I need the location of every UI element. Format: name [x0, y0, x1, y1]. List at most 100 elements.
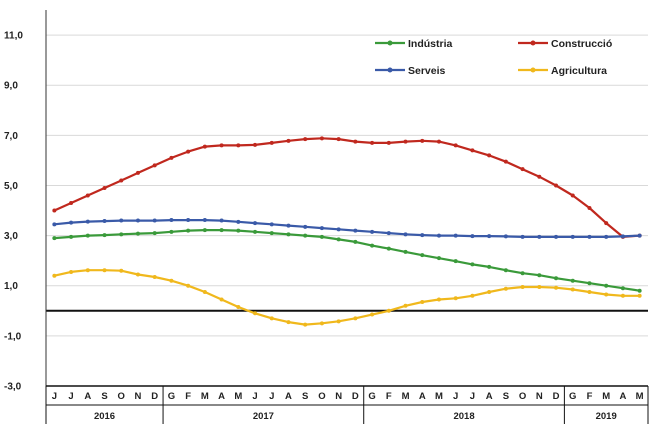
y-tick-label: 11,0 — [4, 31, 23, 42]
data-point-industria — [286, 232, 291, 237]
x-tick-label: O — [318, 391, 325, 402]
x-tick-label: M — [636, 391, 644, 402]
data-point-construccio — [286, 138, 291, 143]
series-line-construccio — [53, 137, 640, 238]
data-point-agricultura — [503, 286, 508, 291]
data-point-agricultura — [85, 268, 90, 273]
data-point-agricultura — [119, 268, 124, 273]
data-point-construccio — [537, 174, 542, 179]
data-point-agricultura — [537, 284, 542, 289]
y-tick-label: -1,0 — [4, 331, 22, 342]
data-point-industria — [470, 262, 475, 267]
data-point-industria — [69, 234, 74, 239]
y-tick-label: 1,0 — [4, 281, 18, 292]
x-tick-label: N — [135, 391, 142, 402]
data-point-industria — [219, 228, 224, 233]
data-point-construccio — [119, 178, 124, 183]
data-point-serveis — [186, 218, 191, 223]
data-point-construccio — [370, 140, 375, 145]
data-point-industria — [102, 233, 107, 238]
data-point-serveis — [520, 234, 525, 239]
data-point-agricultura — [269, 316, 274, 321]
data-point-agricultura — [403, 303, 408, 308]
data-point-agricultura — [420, 300, 425, 305]
y-axis-ticks: 11,0 9,0 7,0 5,0 3,0 1,0 -1,0 -3,0 — [4, 31, 23, 393]
data-point-construccio — [436, 139, 441, 144]
data-point-serveis — [169, 218, 174, 223]
year-label: 2017 — [253, 411, 274, 422]
data-point-construccio — [520, 167, 525, 172]
data-point-construccio — [570, 193, 575, 198]
data-point-agricultura — [370, 312, 375, 317]
data-point-serveis — [436, 233, 441, 238]
data-point-serveis — [470, 234, 475, 239]
x-tick-label: D — [553, 391, 560, 402]
data-point-construccio — [253, 142, 258, 147]
data-point-agricultura — [353, 316, 358, 321]
data-point-serveis — [253, 221, 258, 226]
data-point-agricultura — [520, 284, 525, 289]
data-point-industria — [570, 278, 575, 283]
x-tick-label: M — [602, 391, 610, 402]
data-point-agricultura — [319, 321, 324, 326]
y-tick-label: 5,0 — [4, 181, 18, 192]
data-point-agricultura — [236, 305, 241, 310]
data-point-industria — [503, 268, 508, 273]
data-point-industria — [487, 264, 492, 269]
data-point-serveis — [637, 233, 642, 238]
data-point-industria — [637, 288, 642, 293]
data-point-serveis — [370, 229, 375, 234]
data-point-construccio — [169, 155, 174, 160]
x-tick-label: F — [587, 391, 593, 402]
data-point-agricultura — [69, 269, 74, 274]
x-tick-label: A — [285, 391, 292, 402]
x-tick-label: A — [84, 391, 91, 402]
data-point-agricultura — [470, 293, 475, 298]
data-point-serveis — [303, 224, 308, 229]
data-point-agricultura — [102, 268, 107, 273]
data-point-agricultura — [453, 296, 458, 301]
data-point-industria — [386, 246, 391, 251]
data-point-construccio — [587, 206, 592, 211]
x-tick-label: G — [368, 391, 375, 402]
x-tick-label: F — [185, 391, 191, 402]
legend-label-serveis: Serveis — [408, 65, 446, 77]
data-point-construccio — [604, 221, 609, 226]
series-line-agricultura — [54, 269, 640, 326]
data-point-serveis — [353, 228, 358, 233]
x-tick-label: O — [519, 391, 526, 402]
y-tick-label: 9,0 — [4, 81, 18, 92]
year-label: 2019 — [596, 411, 617, 422]
x-tick-label: D — [352, 391, 359, 402]
x-tick-label: M — [435, 391, 443, 402]
data-point-industria — [186, 228, 191, 233]
x-tick-label: F — [386, 391, 392, 402]
data-point-agricultura — [436, 297, 441, 302]
data-point-construccio — [303, 137, 308, 142]
data-point-serveis — [236, 219, 241, 224]
data-point-agricultura — [487, 290, 492, 294]
data-point-serveis — [319, 226, 324, 231]
data-point-serveis — [219, 218, 224, 223]
data-point-serveis — [119, 218, 124, 223]
legend-label-construccio: Construcció — [551, 38, 612, 50]
data-point-construccio — [202, 144, 207, 149]
legend-marker-serveis — [387, 67, 393, 73]
data-point-agricultura — [219, 297, 224, 302]
data-point-agricultura — [587, 290, 592, 294]
data-point-industria — [236, 228, 241, 233]
y-tick-label: -3,0 — [4, 382, 22, 393]
data-point-agricultura — [386, 308, 391, 313]
x-tick-label: M — [201, 391, 209, 402]
data-point-construccio — [69, 201, 74, 206]
x-tick-label: O — [118, 391, 125, 402]
data-point-industria — [620, 286, 625, 291]
data-point-construccio — [353, 139, 358, 144]
data-point-construccio — [135, 170, 140, 175]
x-tick-label: J — [269, 391, 274, 402]
data-point-serveis — [202, 218, 207, 223]
legend-label-agricultura: Agricultura — [551, 65, 607, 77]
x-tick-label: N — [536, 391, 543, 402]
data-point-construccio — [554, 183, 559, 188]
